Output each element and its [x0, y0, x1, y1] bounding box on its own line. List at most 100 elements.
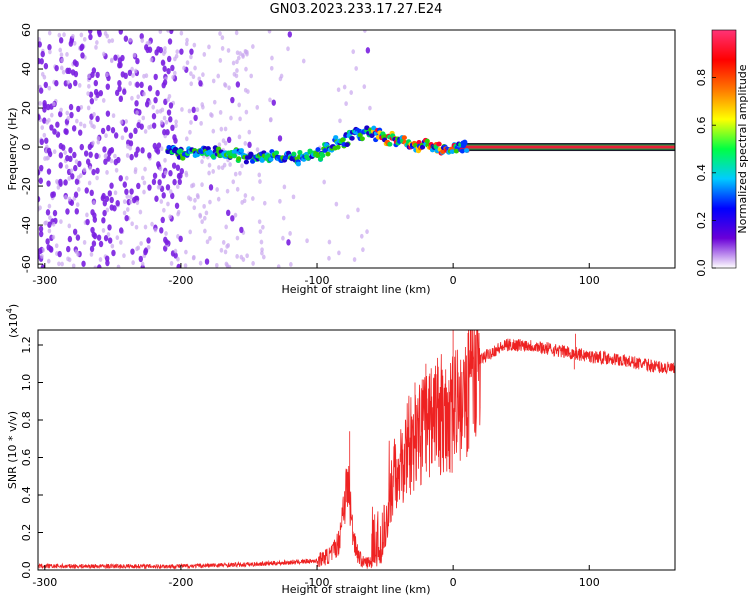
- spectral-blob: [226, 136, 232, 144]
- x-tick-label: 0: [450, 576, 457, 589]
- ridge-blob: [349, 135, 355, 141]
- spectral-blob: [199, 120, 203, 126]
- spectral-blob: [176, 256, 180, 262]
- spectral-blob: [66, 115, 71, 121]
- spectral-blob: [185, 37, 189, 43]
- spectral-blob: [125, 153, 130, 158]
- spectral-blob: [349, 90, 354, 95]
- ridge-blob: [268, 156, 274, 162]
- spectral-blob: [47, 203, 52, 209]
- spectral-blob: [168, 189, 173, 195]
- spectral-blob: [38, 101, 42, 106]
- spectral-blob: [282, 184, 287, 190]
- spectral-blob: [38, 87, 44, 94]
- spectral-blob: [136, 245, 141, 251]
- spectral-blob: [286, 239, 291, 246]
- spectral-blob: [151, 113, 157, 120]
- spectral-blob: [344, 101, 348, 107]
- spectral-blob: [101, 217, 106, 224]
- spectral-blob: [91, 240, 97, 247]
- spectral-blob: [115, 235, 120, 241]
- spectral-blob: [218, 58, 223, 63]
- spectral-blob: [205, 239, 210, 245]
- ridge-blob: [462, 141, 468, 146]
- spectral-blob: [109, 158, 114, 164]
- spectral-blob: [93, 79, 99, 87]
- spectral-blob: [107, 38, 112, 44]
- spectral-blob: [109, 196, 114, 204]
- spectral-blob: [352, 257, 357, 262]
- spectral-blob: [130, 248, 135, 255]
- spectral-blob: [235, 68, 239, 73]
- spectral-blob: [286, 46, 290, 52]
- spectral-blob: [119, 240, 123, 245]
- spectral-blob: [167, 55, 172, 63]
- ridge-blob: [464, 148, 470, 153]
- spectral-blob: [243, 193, 248, 198]
- spectral-blob: [176, 172, 182, 180]
- spectral-blob: [178, 235, 183, 243]
- spectral-blob: [104, 133, 108, 139]
- spectral-blob: [38, 37, 41, 42]
- bottom-plot-frame: [37, 329, 676, 571]
- spectral-blob: [72, 151, 77, 159]
- spectral-blob: [221, 240, 226, 245]
- spectral-blob: [46, 155, 50, 161]
- spectral-blob: [241, 54, 245, 59]
- spectral-blob: [198, 260, 203, 266]
- x-tick-label: 100: [579, 576, 600, 589]
- ridge-blob: [231, 153, 238, 159]
- spectral-blob: [78, 129, 83, 136]
- spectral-blob: [38, 195, 41, 203]
- spectral-blob: [71, 263, 76, 268]
- spectral-blob: [238, 51, 243, 56]
- ridge-blob: [291, 151, 297, 157]
- spectral-blob: [64, 164, 69, 170]
- spectral-blob: [58, 152, 64, 159]
- spectral-blob: [51, 221, 56, 227]
- spectral-blob: [152, 172, 158, 179]
- colorbar-gradient: [711, 29, 737, 269]
- spectral-blob: [86, 91, 90, 96]
- spectral-blob: [361, 247, 365, 253]
- spectral-blob: [163, 157, 167, 163]
- spectral-blob: [49, 246, 54, 253]
- ridge-blob: [459, 148, 465, 154]
- ridge-blob: [273, 150, 280, 156]
- spectral-blob: [142, 180, 147, 186]
- spectral-blob: [225, 188, 230, 194]
- spectral-blob: [73, 79, 78, 87]
- spectral-blob: [85, 158, 91, 165]
- y-tick-label: 0.6: [20, 449, 33, 467]
- spectral-blob: [65, 208, 70, 215]
- spectral-blob: [125, 143, 130, 149]
- spectral-blob: [105, 207, 110, 213]
- spectral-blob: [128, 132, 134, 139]
- spectral-blob: [59, 107, 63, 113]
- colorbar: 0.0 0.2 0.4 0.6 0.8 Normalized spectral ampl…: [695, 29, 749, 277]
- spectral-blob: [153, 96, 158, 104]
- spectral-blob: [239, 226, 244, 234]
- spectral-blob: [131, 196, 137, 204]
- spectral-blob: [130, 221, 134, 227]
- spectral-blob: [159, 146, 164, 152]
- spectral-blob: [182, 65, 186, 71]
- spectral-blob: [167, 38, 173, 45]
- spectral-blob: [63, 150, 67, 155]
- spectral-blob: [94, 152, 99, 160]
- colorbar-tick-label: 0.8: [695, 69, 708, 87]
- spectral-blob: [151, 178, 157, 186]
- spectral-blob: [131, 73, 135, 78]
- spectral-blob: [342, 84, 347, 90]
- spectral-blob: [346, 214, 350, 220]
- ridge-blob: [248, 152, 254, 158]
- spectral-blob: [81, 260, 86, 267]
- spectral-blob: [176, 184, 180, 190]
- spectral-blob: [59, 219, 63, 225]
- spectral-blob: [95, 167, 100, 174]
- spectral-blob: [193, 114, 198, 122]
- spectral-blob: [198, 80, 203, 87]
- spectral-blob: [122, 210, 127, 216]
- spectral-blob: [122, 181, 127, 188]
- spectral-blob: [54, 80, 59, 87]
